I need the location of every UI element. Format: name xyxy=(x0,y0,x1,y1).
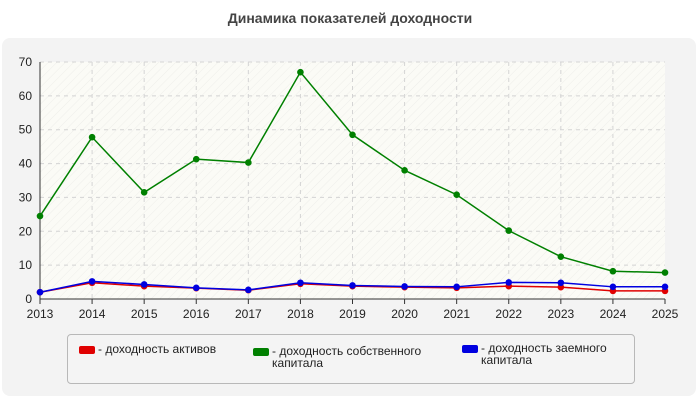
data-point-equity xyxy=(245,159,252,166)
data-point-equity xyxy=(557,253,565,260)
data-point-debt xyxy=(88,278,96,285)
legend-item-equity: - доходность собственного капитала xyxy=(253,345,421,369)
x-tick-label: 2013 xyxy=(27,307,54,321)
data-point-equity xyxy=(297,68,304,76)
y-tick-label: 60 xyxy=(19,89,33,103)
legend-label-equity: - доходность собственного капитала xyxy=(272,344,422,370)
x-tick-label: 2021 xyxy=(443,307,470,321)
data-point-equity xyxy=(661,269,669,276)
data-point-debt xyxy=(349,282,356,289)
data-point-debt xyxy=(192,284,200,292)
data-point-debt xyxy=(245,286,252,294)
x-tick-label: 2020 xyxy=(391,307,418,321)
y-tick-label: 20 xyxy=(19,224,33,238)
series-debt xyxy=(36,278,669,296)
data-point-debt xyxy=(661,283,669,291)
chart-title: Динамика показателей доходности xyxy=(227,10,473,26)
grid xyxy=(40,61,665,299)
legend: - доходность активов - доходность собств… xyxy=(67,334,635,384)
series-equity xyxy=(36,68,669,276)
legend-swatch-equity xyxy=(253,348,269,356)
data-point-equity xyxy=(192,155,200,163)
data-point-debt xyxy=(453,283,460,291)
x-tick-label: 2022 xyxy=(495,307,522,321)
y-tick-label: 0 xyxy=(25,292,32,306)
legend-swatch-assets xyxy=(79,346,95,354)
data-point-equity xyxy=(609,267,617,275)
x-tick-label: 2025 xyxy=(652,307,679,321)
legend-item-assets: - доходность активов xyxy=(79,343,216,355)
x-tick-label: 2016 xyxy=(183,307,210,321)
data-point-equity xyxy=(505,227,513,234)
axes: 0 10 20 30 40 50 60 70 2013 2014 2015 2016 2017 2018 2… xyxy=(19,55,679,321)
data-point-debt xyxy=(140,281,148,288)
series-layer xyxy=(36,68,669,296)
x-tick-label: 2015 xyxy=(131,307,158,321)
legend-item-debt: - доходность заемного капитала xyxy=(462,342,607,366)
x-tick-label: 2019 xyxy=(339,307,366,321)
data-point-equity xyxy=(140,189,148,196)
data-point-debt xyxy=(297,279,304,287)
data-point-equity xyxy=(88,133,96,141)
x-tick-label: 2024 xyxy=(600,307,627,321)
x-tick-label: 2023 xyxy=(547,307,574,321)
data-point-equity xyxy=(401,167,408,174)
y-tick-label: 50 xyxy=(19,123,33,137)
data-point-equity xyxy=(36,212,44,220)
data-point-equity xyxy=(453,191,460,199)
y-tick-label: 70 xyxy=(19,55,33,69)
x-tick-label: 2014 xyxy=(79,307,106,321)
legend-label-debt: - доходность заемного капитала xyxy=(481,341,607,367)
y-tick-label: 40 xyxy=(19,157,33,171)
data-point-debt xyxy=(401,283,408,290)
y-tick-label: 30 xyxy=(19,190,33,204)
x-tick-label: 2018 xyxy=(287,307,314,321)
legend-swatch-debt xyxy=(462,345,478,353)
legend-label-assets: - доходность активов xyxy=(98,342,217,356)
data-point-debt xyxy=(505,279,513,286)
data-point-debt xyxy=(36,288,44,296)
x-tick-label: 2017 xyxy=(235,307,262,321)
y-tick-label: 10 xyxy=(19,258,33,272)
data-point-equity xyxy=(349,131,356,139)
data-point-debt xyxy=(609,283,617,291)
data-point-debt xyxy=(557,279,565,287)
